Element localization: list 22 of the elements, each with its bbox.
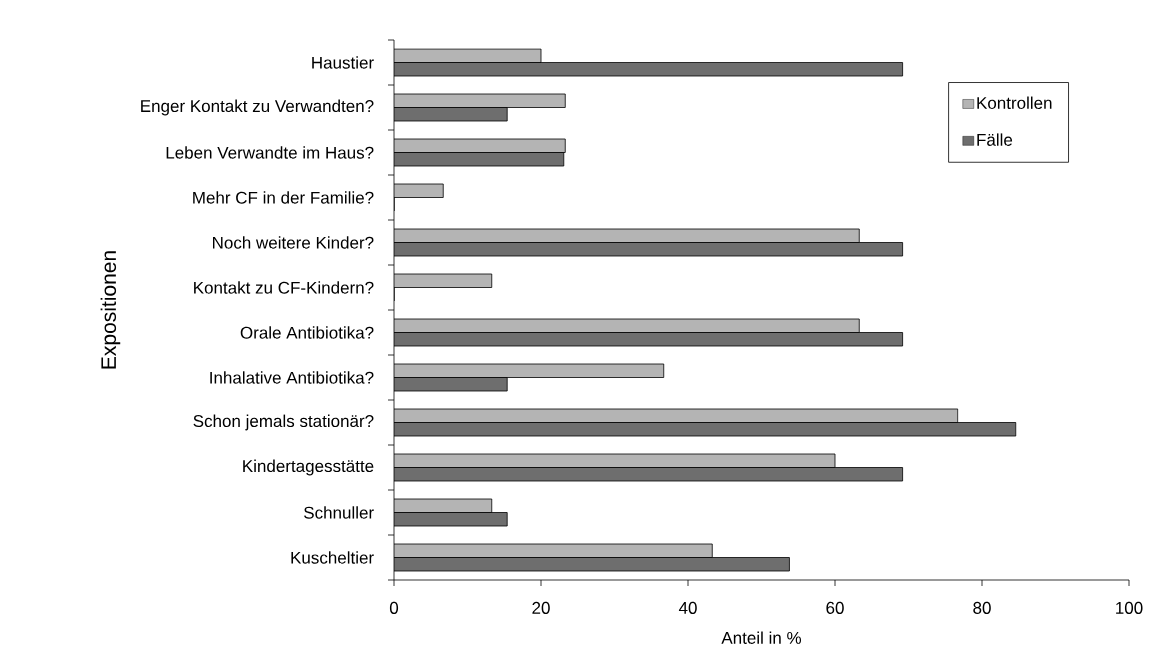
y-tick-label: Kontakt zu CF-Kindern? bbox=[194, 281, 374, 294]
y-tick-label: Schon jemals stationär? bbox=[193, 414, 374, 431]
y-tick-label: Orale Antibiotika? bbox=[240, 326, 374, 339]
x-tick-label: 20 bbox=[532, 601, 550, 614]
y-tick-label: Kuscheltier bbox=[291, 551, 374, 564]
x-tick-label: 80 bbox=[973, 601, 991, 614]
x-tick-label: 40 bbox=[678, 601, 697, 614]
y-tick-label: Leben Verwandte im Haus? bbox=[166, 146, 374, 159]
y-tick-label: Haustier bbox=[312, 56, 374, 69]
y-tick-label: Noch weitere Kinder? bbox=[213, 236, 374, 249]
y-tick-label: Enger Kontakt zu Verwandten? bbox=[141, 99, 374, 116]
y-tick-label: Mehr CF in der Familie? bbox=[193, 191, 374, 204]
y-tick-label: Schnuller bbox=[304, 506, 374, 519]
x-tick-label: 60 bbox=[826, 601, 844, 614]
y-tick-label: Kindertagesstätte bbox=[243, 459, 374, 476]
legend-label: Kontrollen bbox=[977, 96, 1052, 110]
y-tick-label: Inhalative Antibiotika? bbox=[210, 371, 374, 384]
y-axis-title: Expositionen bbox=[100, 251, 121, 369]
x-axis-title: Anteil in % bbox=[721, 631, 802, 644]
x-tick-label: 100 bbox=[1116, 601, 1143, 614]
x-tick-label: 0 bbox=[389, 601, 399, 614]
legend-label: Fälle bbox=[977, 133, 1013, 146]
